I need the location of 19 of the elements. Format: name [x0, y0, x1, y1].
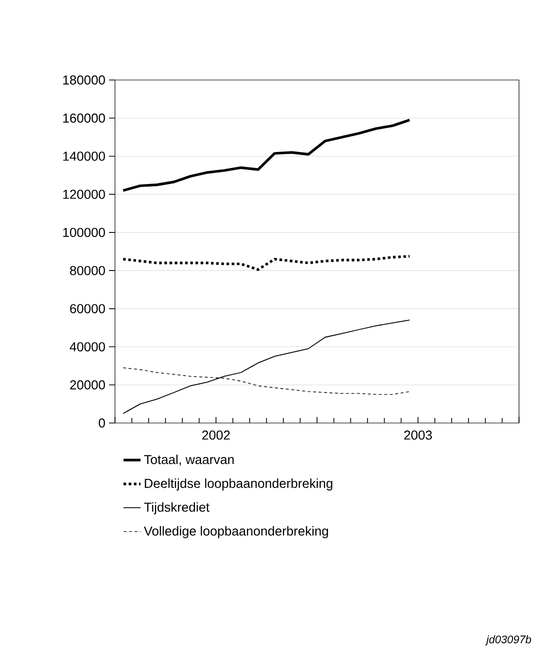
legend-label: Volledige loopbaanonderbreking: [144, 526, 328, 538]
y-tick-label: 140000: [63, 152, 105, 161]
x-tick-label: 2002: [202, 430, 230, 440]
x-tick-label: 2003: [404, 430, 432, 440]
y-tick-label: 40000: [70, 342, 105, 352]
y-tick-label: 100000: [63, 228, 105, 238]
y-tick-label: 160000: [63, 114, 105, 123]
line-series: [122, 118, 411, 192]
text: jd03097b: [485, 635, 532, 646]
line-series: [122, 320, 410, 414]
legend-label: Deeltijdse loopbaanonderbreking: [144, 478, 332, 491]
y-tick-label: 180000: [63, 75, 105, 85]
y-tick-label: 20000: [70, 380, 105, 390]
legend-label: Totaal, waarvan: [144, 454, 234, 466]
y-tick-label: 60000: [70, 304, 105, 314]
y-tick-label: 0: [98, 418, 105, 428]
y-tick-label: 80000: [70, 266, 105, 276]
y-tick-label: 120000: [63, 190, 105, 199]
legend-label: Tijdskrediet: [144, 502, 210, 514]
